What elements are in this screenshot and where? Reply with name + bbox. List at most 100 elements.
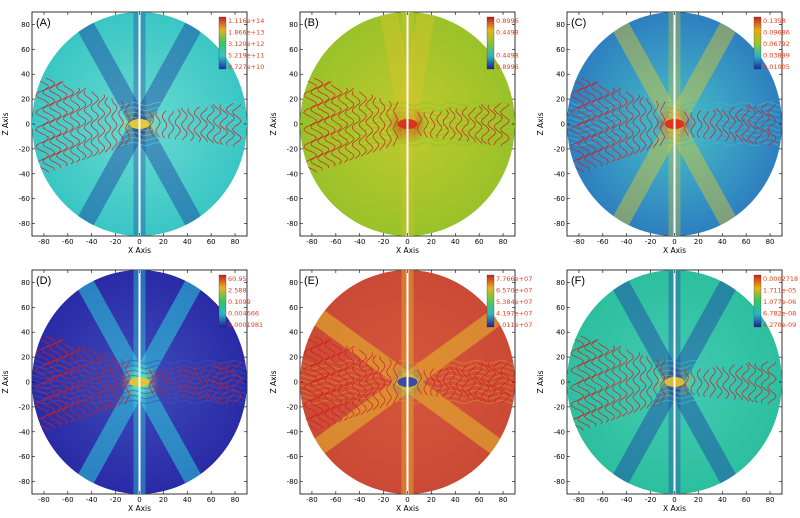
contour-line bbox=[417, 369, 422, 395]
colorbar-label: 0.0001981 bbox=[228, 321, 263, 329]
contour-line bbox=[423, 370, 429, 396]
contour-line bbox=[55, 339, 68, 425]
y-tick-label: 80 bbox=[21, 279, 30, 287]
contour-line bbox=[660, 359, 665, 405]
colorbar-label: 0.8996 bbox=[496, 17, 519, 25]
colorbar-label: 2.588 bbox=[228, 287, 247, 295]
panel-label: (F) bbox=[571, 275, 585, 287]
y-tick-label: -20 bbox=[287, 403, 298, 411]
y-tick-label: -80 bbox=[554, 220, 565, 228]
x-tick-label: 60 bbox=[742, 496, 751, 504]
x-tick-label: 60 bbox=[207, 496, 216, 504]
panel-e: -80 -60 -40 -20 0 20 40 60 80 -80 -60 -40 -20 0 20 40 60… bbox=[269, 269, 532, 513]
panel-c: -80 -60 -40 -20 0 20 40 60 80 -80 -60 -40 -20 0 20 40 60… bbox=[536, 11, 790, 255]
contour-line bbox=[716, 107, 723, 141]
contour-line bbox=[104, 355, 112, 411]
x-tick-label: -60 bbox=[597, 496, 608, 504]
contour-line bbox=[331, 84, 343, 165]
contour-line bbox=[161, 368, 168, 397]
y-tick-label: 20 bbox=[556, 96, 565, 104]
contour-line bbox=[494, 360, 503, 404]
colorbar: 1.116e+14 1.866e+13 3.120e+12 5.219e+11 8.72… bbox=[218, 16, 264, 71]
contour-line bbox=[598, 84, 610, 165]
y-tick-label: -40 bbox=[287, 428, 298, 436]
contour-line bbox=[480, 361, 490, 403]
contour-line bbox=[63, 342, 75, 423]
contour-line bbox=[232, 103, 242, 147]
contour-line bbox=[604, 345, 616, 421]
contour-line bbox=[646, 98, 653, 151]
contour-line bbox=[118, 358, 124, 407]
contour-line bbox=[200, 365, 208, 401]
y-tick-label: -20 bbox=[554, 145, 565, 153]
contour-line bbox=[583, 338, 597, 427]
contour-line bbox=[155, 112, 161, 138]
contour-line bbox=[358, 91, 367, 157]
contour-line bbox=[365, 352, 373, 413]
x-tick-label: -80 bbox=[306, 496, 317, 504]
x-tick-label: 80 bbox=[766, 496, 775, 504]
contour-line bbox=[90, 349, 99, 415]
colorbar-label: 60.95 bbox=[228, 275, 247, 283]
contour-line bbox=[474, 363, 483, 402]
y-tick-label: -40 bbox=[287, 170, 298, 178]
contour-line bbox=[48, 338, 62, 427]
colorbar-label: 6.570e+07 bbox=[496, 287, 532, 295]
contour-line bbox=[35, 77, 50, 173]
contour-line bbox=[754, 362, 764, 403]
contour-line bbox=[303, 335, 318, 431]
contour-line bbox=[111, 356, 118, 409]
contour-line bbox=[577, 77, 591, 171]
y-axis-label: Z Axis bbox=[1, 370, 10, 393]
colorbar-label: 1.711e-05 bbox=[763, 287, 796, 295]
contour-line bbox=[735, 107, 743, 143]
contour-line bbox=[442, 367, 449, 398]
contour-line bbox=[487, 104, 497, 145]
colorbar-label: 8.727e+10 bbox=[228, 63, 264, 71]
y-tick-label: 60 bbox=[289, 304, 298, 312]
contour-line bbox=[611, 345, 622, 419]
y-tick-label: 80 bbox=[21, 21, 30, 29]
contour-line bbox=[741, 363, 750, 402]
y-tick-label: -60 bbox=[19, 195, 30, 203]
contour-line bbox=[436, 111, 442, 139]
colorbar-label: 4.270e-09 bbox=[763, 321, 796, 329]
contour-line bbox=[149, 369, 154, 395]
panel-label: (A) bbox=[36, 17, 51, 29]
x-tick-label: -80 bbox=[38, 238, 49, 246]
contour-line bbox=[449, 365, 456, 399]
colorbar-label: 3.120e+12 bbox=[228, 40, 264, 48]
contour-line bbox=[729, 364, 737, 400]
contour-line bbox=[423, 112, 429, 138]
contour-line bbox=[709, 109, 716, 140]
x-tick-label: 20 bbox=[427, 238, 436, 246]
contour-line bbox=[722, 108, 730, 142]
contour-line bbox=[372, 355, 380, 411]
y-tick-label: 40 bbox=[289, 329, 298, 337]
contour-line bbox=[767, 361, 777, 405]
y-tick-label: 0 bbox=[294, 121, 298, 129]
x-tick-label: 0 bbox=[672, 496, 676, 504]
y-axis-label: Z Axis bbox=[536, 370, 545, 393]
colorbar-scale bbox=[218, 274, 227, 328]
contour-line bbox=[747, 103, 757, 145]
contour-line bbox=[570, 77, 585, 173]
contour-line bbox=[161, 110, 168, 139]
x-tick-label: 20 bbox=[694, 238, 703, 246]
contour-line bbox=[761, 102, 770, 146]
x-tick-label: -40 bbox=[86, 238, 97, 246]
y-tick-label: 40 bbox=[21, 71, 30, 79]
y-tick-label: -60 bbox=[287, 453, 298, 461]
contour-line bbox=[76, 345, 87, 419]
colorbar-scale bbox=[218, 16, 227, 70]
y-tick-label: 60 bbox=[21, 304, 30, 312]
contour-line bbox=[604, 87, 616, 163]
x-axis-label: X Axis bbox=[396, 246, 419, 255]
field-band bbox=[402, 374, 515, 467]
contour-line bbox=[729, 106, 737, 142]
x-axis-label: X Axis bbox=[128, 504, 151, 513]
colorbar-label: 7.766e+07 bbox=[496, 275, 532, 283]
contour-line bbox=[63, 84, 75, 165]
y-tick-label: -40 bbox=[554, 170, 565, 178]
contour-line bbox=[735, 365, 743, 401]
